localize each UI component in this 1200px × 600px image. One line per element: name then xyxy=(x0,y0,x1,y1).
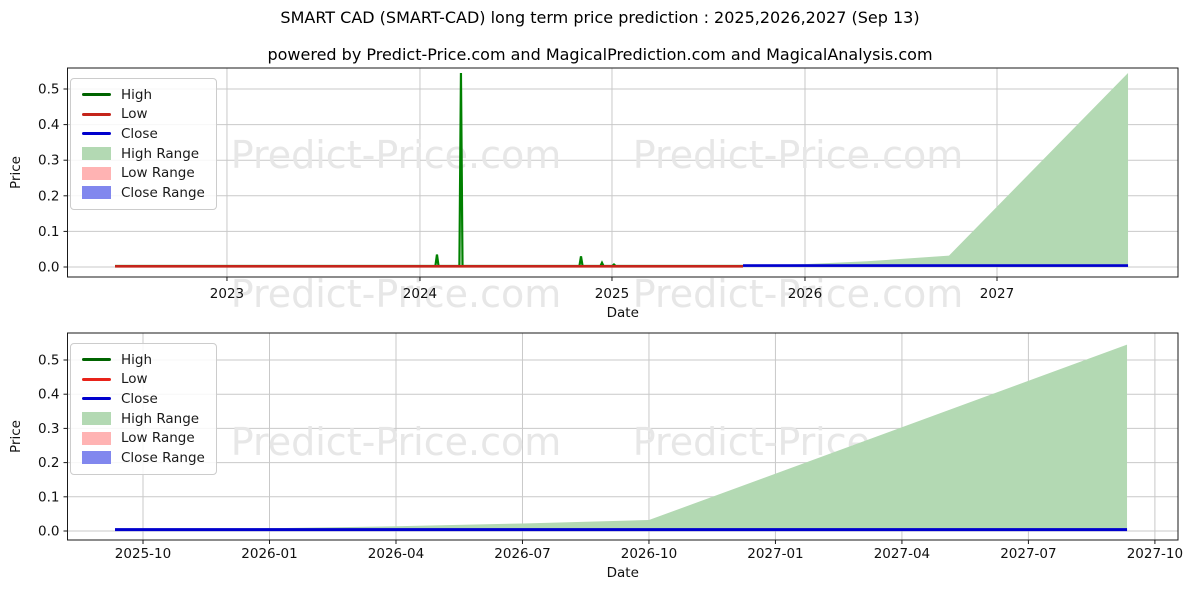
legend-swatch-close-range xyxy=(82,186,111,200)
y-axis-label: Price xyxy=(8,420,24,453)
legend-swatch-low xyxy=(82,377,111,381)
y-tick-label: 0.2 xyxy=(38,455,59,471)
legend-item-close-range: Close Range xyxy=(82,183,205,203)
bottom-chart-quarterly: Predict-Price.com Predict-Price.com2025-1… xyxy=(8,332,1183,581)
legend-label: High xyxy=(121,86,153,103)
legend-item-close: Close xyxy=(82,124,205,144)
y-tick-label: 0.0 xyxy=(38,524,59,540)
x-tick-label: 2027-01 xyxy=(747,546,803,562)
y-tick-label: 0.4 xyxy=(38,117,59,133)
y-tick-label: 0.3 xyxy=(38,421,59,437)
legend-label: Close Range xyxy=(121,184,205,201)
x-tick-label: 2024 xyxy=(403,286,437,302)
legend-item-high-range: High Range xyxy=(82,144,205,164)
x-tick-label: 2025 xyxy=(595,286,629,302)
legend-item-high: High xyxy=(82,85,205,105)
x-tick-label: 2027-04 xyxy=(874,546,930,562)
legend-swatch-low-range xyxy=(82,431,111,445)
top-chart-yearly: Predict-Price.com Predict-Price.com Predic… xyxy=(8,67,1179,321)
legend-label: Low Range xyxy=(121,165,195,182)
watermark-text: Predict-Price.com xyxy=(633,133,964,177)
legend-item-low-range: Low Range xyxy=(82,428,205,448)
high-range-area xyxy=(743,72,1129,267)
legend-swatch-low-range xyxy=(82,166,111,180)
legend-label: Low xyxy=(121,106,148,123)
y-tick-label: 0.1 xyxy=(38,489,59,505)
y-tick-label: 0.1 xyxy=(38,224,59,240)
legend-swatch-close xyxy=(82,397,111,401)
x-tick-label: 2026-04 xyxy=(368,546,424,562)
legend-item-low: Low xyxy=(82,105,205,125)
legend-top-chart: High Low Close High Range Low Range Close Ran… xyxy=(70,78,217,210)
chart-title: SMART CAD (SMART-CAD) long term price pr… xyxy=(280,8,920,27)
legend-swatch-high xyxy=(82,358,111,362)
x-tick-label: 2026-10 xyxy=(621,546,677,562)
legend-label: Close xyxy=(121,390,158,407)
y-tick-label: 0.4 xyxy=(38,387,59,403)
legend-label: Close Range xyxy=(121,449,205,466)
plot-border xyxy=(67,332,1179,541)
x-tick-label: 2027 xyxy=(980,286,1014,302)
legend-swatch-high-range xyxy=(82,412,111,426)
chart-subtitle: powered by Predict-Price.com and Magical… xyxy=(267,45,933,64)
legend-item-low: Low xyxy=(82,370,205,390)
x-tick-label: 2026-07 xyxy=(494,546,550,562)
x-tick-label: 2023 xyxy=(210,286,244,302)
plot-border xyxy=(67,67,1179,278)
x-tick-label: 2025-10 xyxy=(115,546,171,562)
y-tick-label: 0.5 xyxy=(38,82,59,98)
legend-label: Low xyxy=(121,371,148,388)
x-tick-label: 2027-07 xyxy=(1000,546,1056,562)
legend-swatch-high-range xyxy=(82,147,111,161)
legend-label: High xyxy=(121,351,153,368)
legend-swatch-close-range xyxy=(82,451,111,465)
x-tick-label: 2026 xyxy=(788,286,822,302)
x-axis-label: Date xyxy=(607,305,639,321)
high-range-area xyxy=(115,344,1128,531)
legend-item-close: Close xyxy=(82,389,205,409)
x-tick-label: 2027-10 xyxy=(1127,546,1183,562)
legend-label: High Range xyxy=(121,145,200,162)
watermark-text: Predict-Price.com xyxy=(231,272,562,316)
watermark-text: Predict-Price.com xyxy=(231,420,562,464)
watermark-text: Predict-Price.com xyxy=(633,272,964,316)
legend-swatch-low xyxy=(82,112,111,116)
x-axis-label: Date xyxy=(607,565,639,581)
y-tick-label: 0.3 xyxy=(38,153,59,169)
y-tick-label: 0.2 xyxy=(38,188,59,204)
y-tick-label: 0.0 xyxy=(38,260,59,276)
y-tick-label: 0.5 xyxy=(38,353,59,369)
legend-label: Close xyxy=(121,125,158,142)
legend-item-close-range: Close Range xyxy=(82,448,205,468)
legend-swatch-high xyxy=(82,93,111,97)
legend-item-high: High xyxy=(82,350,205,370)
y-axis-label: Price xyxy=(8,156,24,189)
legend-label: High Range xyxy=(121,410,200,427)
legend-item-low-range: Low Range xyxy=(82,163,205,183)
legend-label: Low Range xyxy=(121,430,195,447)
x-tick-label: 2026-01 xyxy=(241,546,297,562)
legend-item-high-range: High Range xyxy=(82,409,205,429)
legend-swatch-close xyxy=(82,132,111,136)
legend-bottom-chart: High Low Close High Range Low Range Close Ran… xyxy=(70,343,217,475)
watermark-text: Predict-Price.com xyxy=(231,133,562,177)
